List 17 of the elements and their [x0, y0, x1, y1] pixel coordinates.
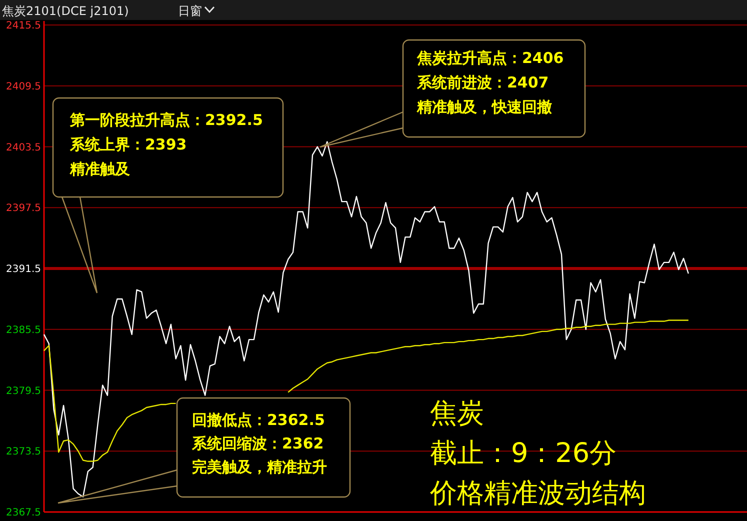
y-tick-label: 2409.5 [6, 81, 41, 92]
annotation: 价格精准波动结构 [429, 478, 646, 509]
y-tick-label: 2397.5 [6, 203, 41, 214]
y-tick-label: 2379.5 [6, 386, 41, 397]
y-tick-label: 2415.5 [6, 20, 41, 32]
y-tick-label: 2385.5 [6, 324, 41, 336]
y-tick-label: 2373.5 [6, 446, 41, 458]
annotation: 焦炭拉升高点：2406 系统前进波：2407 精准触及，快速回撤 [416, 49, 564, 116]
annotation: 回撤低点：2362.5 系统回缩波：2362 完美触及，精准拉升 [191, 411, 327, 476]
annotation: 截止：9：26分 [430, 438, 617, 469]
y-tick-label: 2391.5 [6, 264, 41, 276]
y-tick-label: 2367.5 [6, 508, 41, 518]
chart-title: 焦炭2101(DCE j2101) [2, 4, 129, 18]
annotation: 焦炭 [430, 398, 484, 429]
chart-subtitle: 日窗 [178, 4, 202, 18]
y-tick-label: 2403.5 [6, 142, 41, 154]
annotation: 第一阶段拉升高点：2392.5 系统上界：2393 精准触及 [69, 111, 263, 178]
